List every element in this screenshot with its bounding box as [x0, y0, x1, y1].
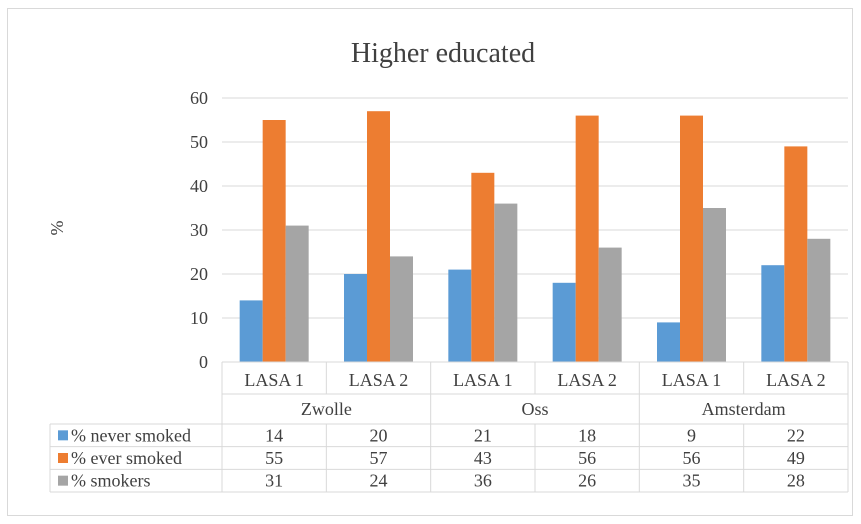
bar	[448, 269, 472, 362]
x-category-label: LASA 2	[766, 370, 826, 390]
legend-key	[58, 453, 68, 463]
bar	[807, 238, 831, 362]
data-label: 28	[787, 471, 805, 491]
y-tick-label: 0	[199, 352, 208, 372]
bar	[262, 120, 286, 362]
bar	[367, 111, 390, 362]
data-label: 56	[683, 448, 701, 468]
x-group-label: Zwolle	[301, 399, 352, 419]
x-category-label: LASA 1	[244, 370, 304, 390]
legend-label: % never smoked	[71, 425, 191, 445]
x-category-label: LASA 1	[662, 370, 722, 390]
y-tick-label: 40	[190, 176, 208, 196]
data-label: 35	[683, 471, 701, 491]
data-label: 22	[787, 425, 805, 445]
bar	[494, 203, 518, 362]
data-label: 31	[265, 471, 283, 491]
bar	[657, 322, 680, 362]
data-label: 36	[474, 471, 492, 491]
legend-label: % ever smoked	[71, 448, 182, 468]
x-category-label: LASA 2	[349, 370, 409, 390]
data-label: 9	[687, 425, 696, 445]
x-group-label: Oss	[521, 399, 548, 419]
data-label: 26	[578, 471, 596, 491]
y-tick-label: 30	[190, 220, 208, 240]
y-tick-label: 20	[190, 264, 208, 284]
x-category-label: LASA 2	[557, 370, 617, 390]
y-axis-label: %	[47, 221, 67, 236]
bar	[575, 115, 599, 362]
data-label: 49	[787, 448, 805, 468]
data-label: 57	[370, 448, 388, 468]
data-label: 14	[265, 425, 283, 445]
bar	[552, 282, 576, 362]
legend-label: % smokers	[71, 471, 151, 491]
chart-title: Higher educated	[351, 38, 535, 69]
y-tick-label: 60	[190, 88, 208, 108]
bar	[784, 146, 808, 362]
data-label: 55	[265, 448, 283, 468]
data-label: 24	[370, 471, 388, 491]
bar	[390, 256, 413, 362]
data-label: 18	[578, 425, 596, 445]
x-group-label: Amsterdam	[702, 399, 786, 419]
legend-key	[58, 475, 68, 486]
bar	[598, 247, 622, 362]
bar	[703, 208, 726, 362]
legend-key	[58, 430, 68, 441]
chart-frame	[7, 8, 853, 516]
data-label: 56	[578, 448, 596, 468]
bar	[344, 274, 367, 362]
x-category-label: LASA 1	[453, 370, 513, 390]
bar	[680, 115, 703, 362]
bar	[239, 300, 263, 362]
bar	[285, 225, 309, 362]
data-label: 21	[474, 425, 492, 445]
data-label: 43	[474, 448, 492, 468]
bar	[761, 265, 785, 362]
data-label: 20	[370, 425, 388, 445]
bar	[471, 172, 495, 362]
y-tick-label: 10	[190, 308, 208, 328]
y-tick-label: 50	[190, 132, 208, 152]
